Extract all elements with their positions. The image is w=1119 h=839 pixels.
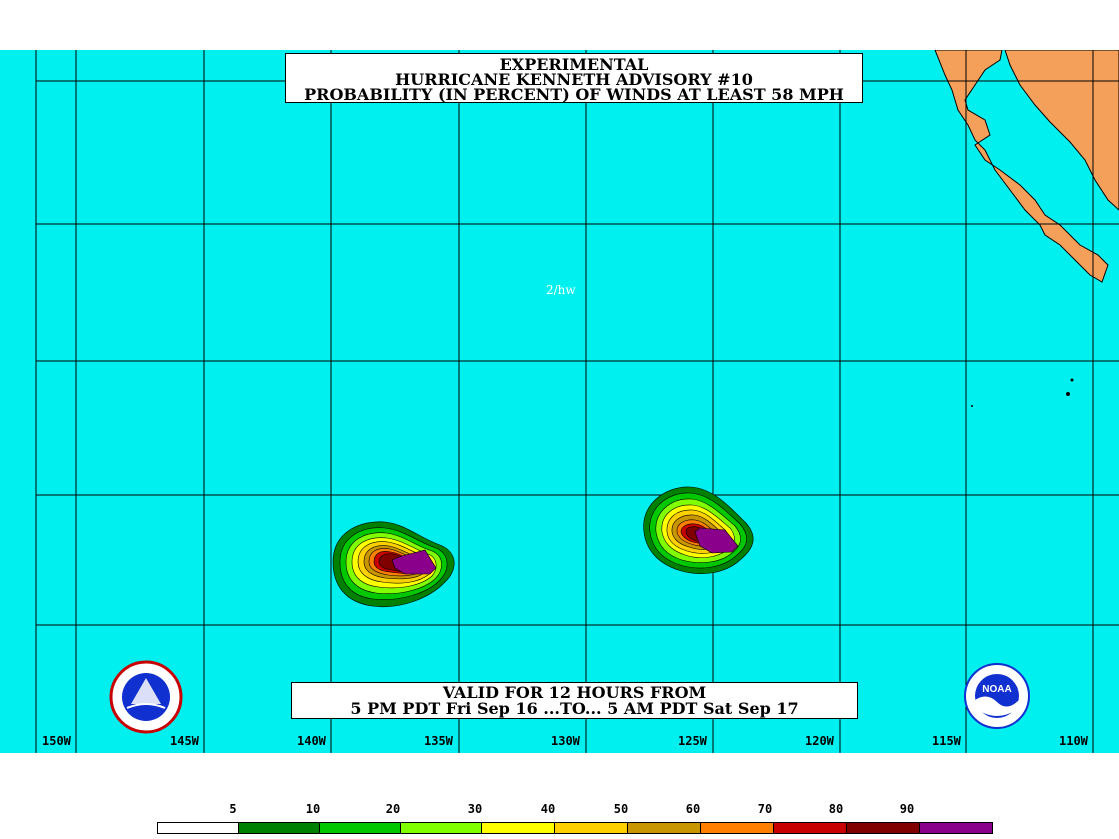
- island: [971, 405, 973, 407]
- legend-label: 50: [613, 802, 629, 816]
- legend-swatch: [239, 823, 320, 833]
- probability-contours-east: [643, 486, 754, 574]
- legend-swatch: [774, 823, 847, 833]
- title-line-2: HURRICANE KENNETH ADVISORY #10: [395, 70, 753, 89]
- legend-label: 5: [229, 802, 237, 816]
- legend-swatch: [320, 823, 401, 833]
- lon-label: 120W: [805, 734, 834, 748]
- legend-label: 40: [540, 802, 556, 816]
- grid: [35, 50, 1119, 753]
- noaa-logo: NOAA: [964, 663, 1030, 729]
- lon-label: 110W: [1059, 734, 1088, 748]
- legend-swatch: [701, 823, 774, 833]
- valid-line-2: 5 PM PDT Fri Sep 16 ...TO... 5 AM PDT Sa…: [350, 699, 799, 718]
- lon-label: 135W: [424, 734, 453, 748]
- island: [1066, 392, 1070, 396]
- title-line-1: EXPERIMENTAL: [499, 55, 649, 74]
- legend-swatch: [555, 823, 628, 833]
- probability-contours-west: [332, 521, 455, 608]
- title-box: EXPERIMENTAL HURRICANE KENNETH ADVISORY …: [285, 53, 863, 103]
- valid-line-1: VALID FOR 12 HOURS FROM: [442, 683, 707, 702]
- legend-label: 80: [828, 802, 844, 816]
- legend-color-bar: [157, 822, 993, 834]
- legend-label: 90: [899, 802, 915, 816]
- legend-swatch: [920, 823, 992, 833]
- legend-swatch: [482, 823, 555, 833]
- legend-swatch: [628, 823, 701, 833]
- legend-swatch: [401, 823, 482, 833]
- svg-text:NOAA: NOAA: [982, 684, 1011, 695]
- legend-label: 60: [685, 802, 701, 816]
- land-baja-peninsula: [934, 50, 1109, 283]
- lon-label: 150W: [42, 734, 71, 748]
- legend-label: 30: [467, 802, 483, 816]
- credit-label: 2/hw: [546, 283, 576, 297]
- map-svg: [35, 50, 1119, 753]
- nws-logo: [109, 660, 183, 734]
- legend-label: 70: [757, 802, 773, 816]
- valid-time-box: VALID FOR 12 HOURS FROM 5 PM PDT Fri Sep…: [291, 682, 858, 719]
- lon-label: 130W: [551, 734, 580, 748]
- legend-swatch: [847, 823, 920, 833]
- lon-label: 140W: [297, 734, 326, 748]
- legend-label: 10: [305, 802, 321, 816]
- lon-label: 125W: [678, 734, 707, 748]
- legend-label: 20: [385, 802, 401, 816]
- lon-label: 115W: [932, 734, 961, 748]
- title-line-3: PROBABILITY (IN PERCENT) OF WINDS AT LEA…: [304, 85, 844, 104]
- lon-label: 145W: [170, 734, 199, 748]
- map-area: NOAA: [0, 50, 1119, 753]
- legend-swatch: [158, 823, 239, 833]
- land-baja-mainland: [1004, 50, 1119, 211]
- island: [1070, 378, 1074, 382]
